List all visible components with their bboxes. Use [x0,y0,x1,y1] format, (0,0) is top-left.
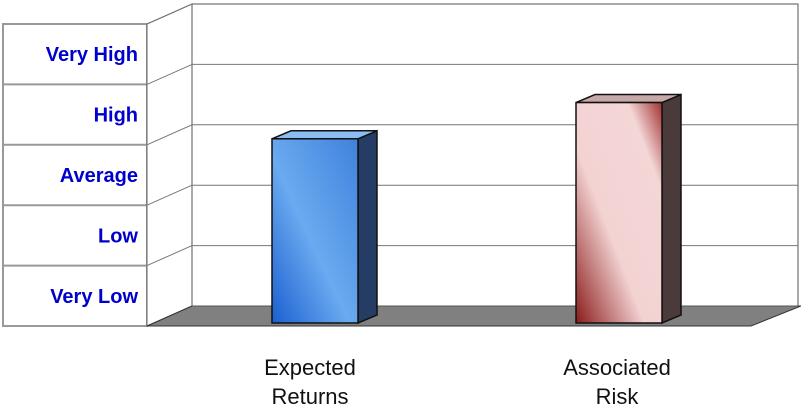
bar-side [357,129,378,325]
y-level-label: High [94,105,138,127]
x-tick-label: Risk [596,384,640,409]
gridline-side [146,3,193,25]
bar [271,129,378,325]
y-level-label: Average [60,165,138,187]
bar [575,93,682,325]
plot-floor [146,305,801,327]
x-labels: Expected Returns Associated Risk [264,355,671,409]
bar-top [271,130,378,140]
y-level-label: Very High [46,44,138,66]
bar-side [661,93,682,325]
plot-area: Expected Returns Associated Risk [146,3,801,409]
gridline-side [146,245,193,267]
gridline-side [146,184,193,206]
y-level-label: Low [98,225,138,247]
bar-front [271,138,359,324]
y-level-label: Very Low [50,286,138,308]
gridline-side [146,63,193,85]
y-level-rows: Very High High Average Low Very Low [3,44,147,308]
bars [271,93,682,325]
y-level-panel: Very High High Average Low Very Low [2,23,148,327]
y-level-panel-frame [2,23,148,327]
bar-top [575,93,682,104]
x-tick-label: Expected [264,355,356,380]
left-wall [146,3,193,327]
x-tick-label: Returns [271,384,348,409]
gridline-side [146,124,193,146]
x-tick-label: Associated [563,355,671,380]
bar-front [575,101,663,324]
